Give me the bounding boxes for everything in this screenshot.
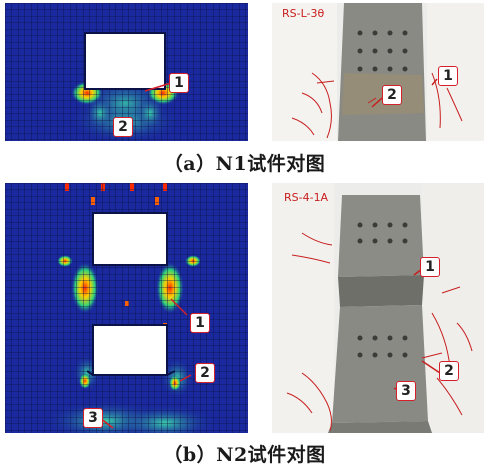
photo-panel-n1: RS-L-3θ 2 1 bbox=[272, 3, 484, 141]
photo-label-n1: RS-L-3θ bbox=[282, 7, 324, 20]
photo-panel-n2: RS-4-1A 1 2 3 bbox=[272, 183, 484, 433]
fem-mesh-n2 bbox=[5, 183, 248, 433]
fem-callout-3: 3 bbox=[83, 408, 103, 428]
photo-callout-2: 2 bbox=[439, 361, 459, 381]
fem-callout-1: 1 bbox=[169, 73, 189, 93]
fem-mesh-n1 bbox=[5, 3, 248, 141]
caption-b: （b）N2试件对图 bbox=[163, 444, 326, 466]
specimen-photo-n2: RS-4-1A bbox=[272, 183, 484, 433]
photo-callout-2: 2 bbox=[382, 85, 402, 105]
fem-callout-2: 2 bbox=[113, 117, 133, 137]
fem-panel-n2: 1 2 3 bbox=[5, 183, 248, 433]
fem-callout-2: 2 bbox=[195, 363, 215, 383]
photo-label-n2: RS-4-1A bbox=[284, 191, 329, 204]
photo-callout-3: 3 bbox=[396, 381, 416, 401]
fem-panel-n1: 1 2 bbox=[5, 3, 248, 141]
fem-callout-1: 1 bbox=[190, 313, 210, 333]
photo-callout-1: 1 bbox=[420, 257, 440, 277]
caption-a: （a）N1试件对图 bbox=[163, 153, 326, 175]
photo-callout-1: 1 bbox=[438, 66, 458, 86]
